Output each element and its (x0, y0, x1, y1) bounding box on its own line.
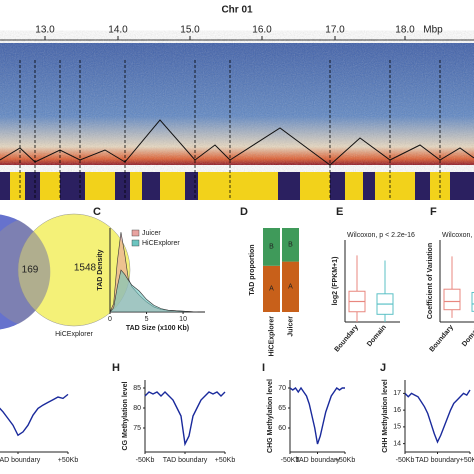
bar-segment (263, 228, 280, 266)
x-tick-label: 0 (108, 316, 112, 323)
x-tick-label: Boundary (429, 324, 455, 354)
legend-swatch (131, 239, 140, 247)
bar-segment (263, 265, 280, 312)
boundary-lines (19, 60, 441, 200)
bar-segment (282, 261, 299, 312)
annotation: Wilcoxon, p < 2.2e-16 (347, 232, 415, 239)
x-tick-label: TAD boundary (0, 457, 41, 464)
x-tick-label: Juicer (287, 316, 294, 337)
chromosome-title: Chr 01 (221, 5, 253, 16)
box (443, 288, 461, 311)
y-axis-label: log2 (FPKM+1) (332, 257, 339, 306)
methylation-line (404, 389, 471, 444)
venn-right-count: 1548 (74, 263, 97, 274)
venn-right-label: HiCExplorer (55, 331, 93, 338)
panel-letter: C (93, 206, 101, 218)
panel-letter: H (112, 362, 120, 374)
x-tick-label: TAD boundary (163, 457, 208, 464)
y-tick-label: 75 (133, 425, 141, 432)
methylation-line (0, 393, 69, 437)
annotation: Wilcoxon, p < 2.2e-16 (442, 232, 474, 239)
x-tick-label: +50Kb (58, 457, 79, 464)
track-bands (10, 172, 450, 200)
y-tick-label: 16 (393, 407, 401, 414)
panel-letter: F (430, 206, 437, 218)
x-tick-label: -50Kb (396, 457, 415, 464)
y-axis-label: TAD proportion (249, 244, 256, 295)
bar-segment (282, 228, 299, 262)
genome-tick-label: 16.0 (252, 25, 272, 36)
x-tick-label: Boundary (334, 324, 360, 354)
density-area (109, 269, 198, 313)
panel-letter: D (240, 206, 248, 218)
y-axis-label: TAD Density (97, 249, 104, 290)
segment-label: A (269, 286, 274, 293)
venn-overlap (0, 220, 51, 324)
y-tick-label: 60 (278, 425, 286, 432)
box (471, 291, 474, 312)
y-axis-label: CHG Methylation level (267, 379, 274, 453)
y-tick-label: 15 (393, 424, 401, 431)
x-tick-label: TAD boundary (295, 457, 340, 464)
x-tick-label: 5 (145, 316, 149, 323)
heatmap-noise (0, 43, 474, 165)
y-tick-label: 80 (133, 405, 141, 412)
segment-label: B (269, 244, 274, 251)
x-tick-label: Domain (366, 324, 388, 348)
genome-tick-label: 17.0 (325, 25, 345, 36)
y-axis-label: CHH Methylation level (382, 379, 389, 453)
y-axis-label: CG Methylation level (122, 382, 129, 451)
x-tick-label: TAD boundary (415, 457, 460, 464)
x-tick-label: HiCExplorer (268, 316, 275, 357)
genome-tick-label: 13.0 (35, 25, 55, 36)
segment-label: A (288, 284, 293, 291)
legend-swatch (131, 229, 140, 237)
genome-tick-label: 18.0 (395, 25, 415, 36)
y-tick-label: 17 (393, 390, 401, 397)
legend-label: HiCExplorer (142, 240, 180, 247)
panel-letter: I (262, 362, 265, 374)
genome-tick-label: 14.0 (108, 25, 128, 36)
x-tick-label: +50Kb (215, 457, 236, 464)
x-tick-label: 10 (179, 316, 187, 323)
genome-tick-label: 15.0 (180, 25, 200, 36)
genome-unit: Mbp (423, 25, 443, 36)
panel-letter: E (336, 206, 343, 218)
y-tick-label: 85 (133, 385, 141, 392)
methylation-line (144, 391, 226, 447)
x-tick-label: -50Kb (136, 457, 155, 464)
legend-label: Juicer (142, 230, 161, 237)
y-tick-label: 14 (393, 440, 401, 447)
y-tick-label: 65 (278, 405, 286, 412)
venn-overlap-count: 169 (22, 265, 39, 276)
panel-letter: J (380, 362, 386, 374)
y-tick-label: 70 (278, 385, 286, 392)
x-tick-label: -50Kb (281, 457, 300, 464)
x-tick-label: +50Kb (460, 457, 474, 464)
segment-label: B (288, 242, 293, 249)
x-tick-label: Domain (461, 324, 474, 348)
methylation-line (289, 386, 345, 445)
x-tick-label: +50Kb (335, 457, 356, 464)
x-axis-label: TAD Size (x100 Kb) (126, 325, 189, 332)
y-axis-label: Coefficient of Variation (427, 243, 434, 319)
